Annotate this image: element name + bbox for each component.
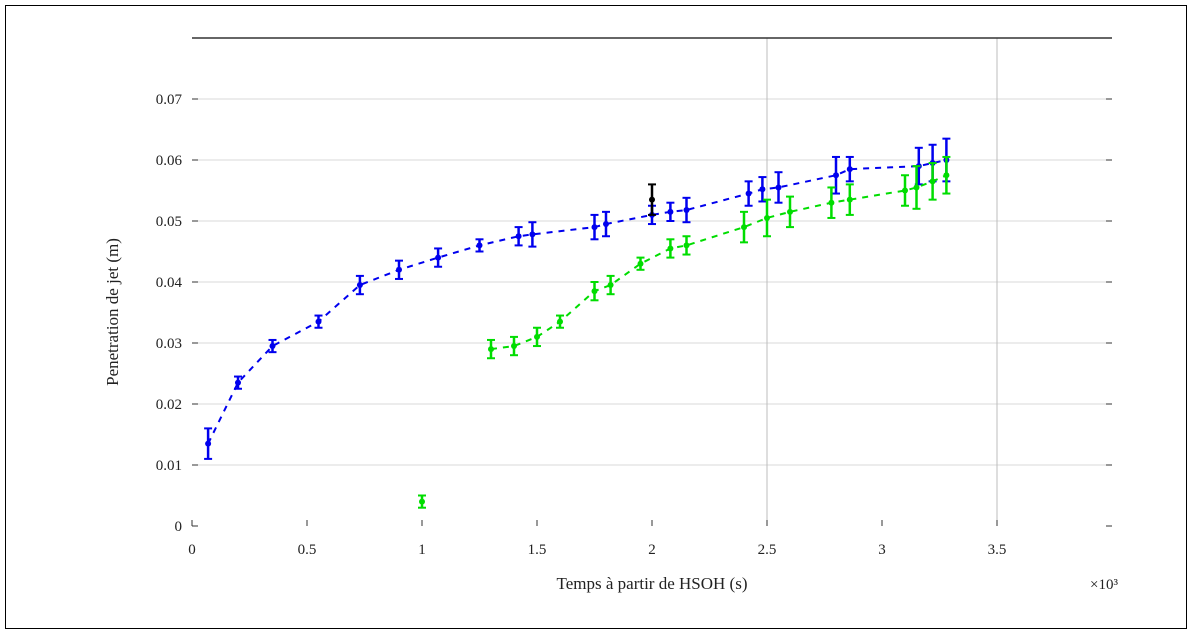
grid-lines xyxy=(192,38,1112,526)
data-point xyxy=(356,282,363,289)
data-point xyxy=(913,184,920,191)
data-point xyxy=(235,379,241,386)
x-tick-label: 2 xyxy=(648,542,656,558)
y-tick-label: 0.02 xyxy=(156,397,182,413)
data-point xyxy=(396,266,402,273)
data-point xyxy=(787,208,793,215)
series-line xyxy=(490,174,947,351)
y-tick-label: 0.04 xyxy=(156,275,183,291)
x-tick-label: 3.5 xyxy=(988,542,1007,558)
data-point xyxy=(603,221,609,228)
series-1 xyxy=(418,155,951,509)
data-point xyxy=(929,178,936,185)
data-point xyxy=(833,172,839,179)
series-2 xyxy=(648,183,656,216)
data-point xyxy=(419,498,425,505)
y-tick-label: 0.07 xyxy=(156,92,183,108)
data-point xyxy=(511,343,517,350)
data-point xyxy=(745,190,752,197)
x-tick-label: 3 xyxy=(878,542,886,558)
data-point xyxy=(205,440,212,447)
data-point xyxy=(557,318,563,325)
data-point xyxy=(435,254,442,261)
data-point xyxy=(764,214,770,221)
data-point xyxy=(828,199,835,206)
data-point xyxy=(902,187,908,194)
data-point xyxy=(591,224,598,231)
data-point xyxy=(741,224,747,231)
scatter-chart: 0 0.01 0.02 0.03 0.04 0.05 0.06 0.07 0 0.5 1 1.5 2 2.… xyxy=(103,37,1118,593)
data-point xyxy=(476,242,483,249)
data-point xyxy=(649,196,655,203)
x-tick-label: 1.5 xyxy=(528,542,547,558)
y-tick-label: 0.06 xyxy=(156,153,183,169)
data-point xyxy=(534,333,540,340)
data-point xyxy=(315,318,322,325)
data-point xyxy=(846,166,853,173)
x-axis-label: Temps à partir de HSOH (s) xyxy=(557,574,748,593)
data-point xyxy=(759,186,766,193)
y-tick-label: 0 xyxy=(175,519,183,535)
data-point xyxy=(591,288,598,295)
series-0 xyxy=(204,137,951,460)
ticks: 0 0.01 0.02 0.03 0.04 0.05 0.06 0.07 0 0.5 1 1.5 2 2.… xyxy=(156,92,1112,558)
data-point xyxy=(637,260,644,267)
x-tick-label: 0.5 xyxy=(298,542,317,558)
x-tick-label: 0 xyxy=(188,542,196,558)
data-point xyxy=(607,282,614,289)
data-point xyxy=(683,242,690,249)
y-tick-label: 0.05 xyxy=(156,214,182,230)
y-tick-label: 0.01 xyxy=(156,458,182,474)
data-point xyxy=(775,184,782,191)
x-tick-label: 1 xyxy=(418,542,426,558)
plot-area xyxy=(204,137,951,509)
data-point xyxy=(846,196,853,203)
data-point xyxy=(943,172,950,179)
data-point xyxy=(488,346,494,353)
x-axis-multiplier: ×10³ xyxy=(1090,577,1118,593)
y-axis-label: Penetration de jet (m) xyxy=(103,238,122,386)
chart-frame: 0 0.01 0.02 0.03 0.04 0.05 0.06 0.07 0 0.5 1 1.5 2 2.… xyxy=(5,5,1187,629)
series-line xyxy=(207,159,947,445)
data-point xyxy=(269,343,276,350)
data-point xyxy=(683,207,690,214)
y-tick-label: 0.03 xyxy=(156,336,182,352)
x-tick-label: 2.5 xyxy=(758,542,777,558)
data-point xyxy=(529,231,536,238)
data-point xyxy=(515,233,522,240)
data-point xyxy=(667,208,674,215)
data-point xyxy=(667,245,674,252)
